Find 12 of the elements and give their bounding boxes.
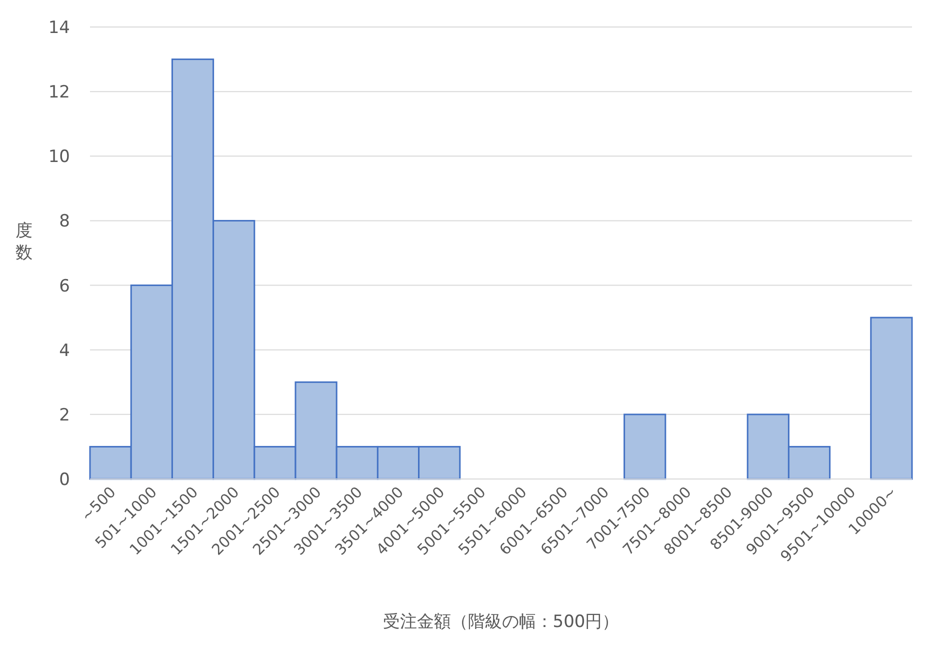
y-axis-title: 度数 — [16, 221, 32, 263]
bar — [870, 316, 913, 480]
y-tick-label: 2 — [59, 405, 70, 426]
bar — [624, 414, 666, 480]
y-tick-label: 8 — [59, 212, 70, 232]
y-tick-label: 0 — [59, 470, 70, 490]
x-axis-title: 受注金額（階級の幅：500円） — [382, 612, 620, 632]
y-tick-label: 14 — [48, 18, 70, 38]
y-tick-label: 4 — [59, 340, 70, 361]
y-tick-label: 6 — [59, 276, 70, 296]
y-tick-label: 10 — [48, 147, 70, 168]
y-tick-label: 12 — [48, 82, 70, 103]
